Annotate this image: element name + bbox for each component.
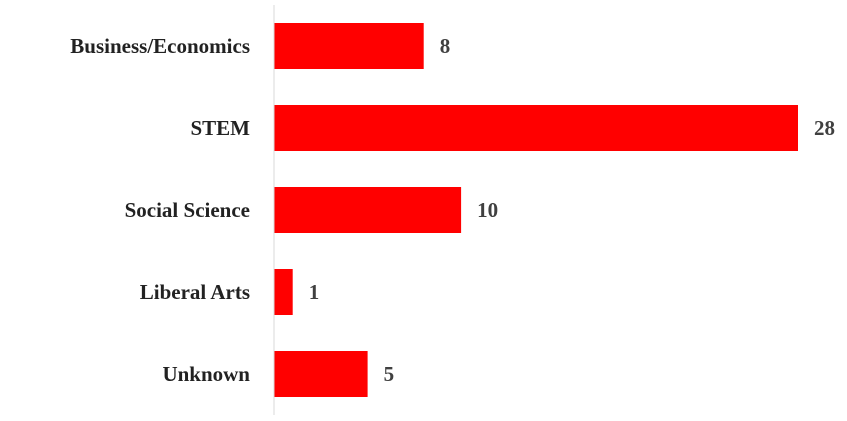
bar-liberal-arts — [274, 269, 293, 315]
value-label-business-economics: 8 — [440, 34, 451, 58]
value-label-stem: 28 — [814, 116, 835, 140]
category-label-unknown: Unknown — [162, 362, 250, 386]
value-label-unknown: 5 — [384, 362, 395, 386]
bar-business-economics — [274, 23, 424, 69]
bar-stem — [274, 105, 798, 151]
value-label-social-science: 10 — [477, 198, 498, 222]
value-labels: 8 28 10 1 5 — [309, 34, 835, 386]
value-label-liberal-arts: 1 — [309, 280, 320, 304]
category-label-liberal-arts: Liberal Arts — [140, 280, 250, 304]
category-label-social-science: Social Science — [125, 198, 250, 222]
category-labels: Business/Economics STEM Social Science Libe… — [70, 34, 250, 386]
category-label-business-economics: Business/Economics — [70, 34, 250, 58]
bars-layer — [274, 23, 798, 397]
bar-unknown — [274, 351, 368, 397]
category-label-stem: STEM — [190, 116, 250, 140]
bar-social-science — [274, 187, 462, 233]
